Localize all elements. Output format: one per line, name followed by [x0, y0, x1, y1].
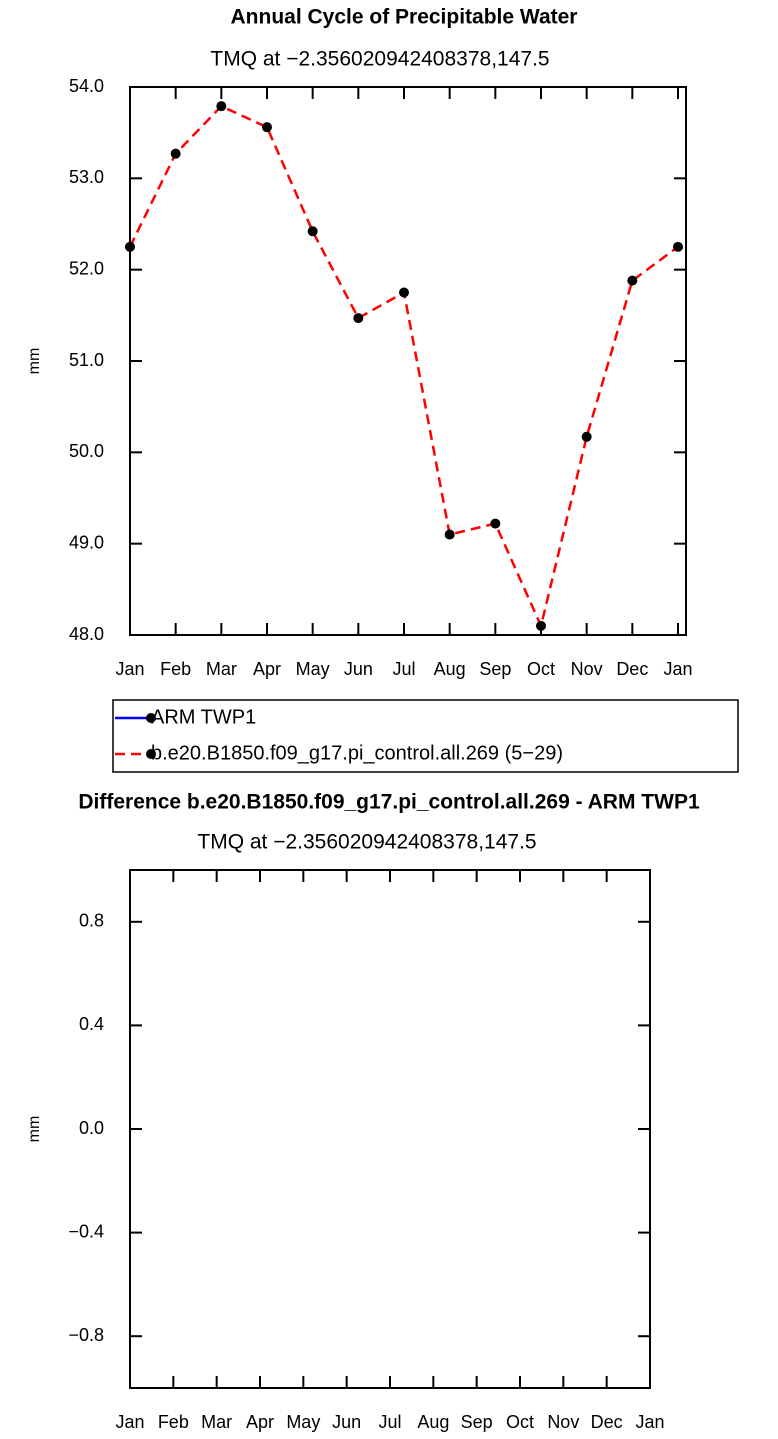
data-point: [444, 529, 455, 540]
x-tick-label: Dec: [591, 1412, 623, 1432]
y-tick-label: −0.4: [68, 1221, 104, 1241]
x-tick-label: Oct: [527, 659, 555, 679]
y-tick-label: 52.0: [69, 258, 104, 278]
data-point: [216, 101, 227, 112]
y-axis-label: mm: [26, 348, 43, 375]
x-tick-label: Jan: [115, 659, 144, 679]
x-tick-label: Jul: [378, 1412, 401, 1432]
x-tick-label: Apr: [246, 1412, 274, 1432]
x-tick-label: Sep: [461, 1412, 493, 1432]
chart-title: Difference b.e20.B1850.f09_g17.pi_contro…: [78, 791, 700, 814]
x-tick-label: Feb: [160, 659, 191, 679]
x-tick-label: Aug: [434, 659, 466, 679]
data-point: [262, 122, 272, 133]
data-point: [307, 226, 318, 237]
x-tick-label: Mar: [201, 1412, 232, 1432]
x-tick-label: Feb: [158, 1412, 189, 1432]
y-tick-label: 50.0: [69, 441, 104, 461]
data-point: [673, 241, 683, 252]
series-line: [128, 104, 679, 630]
legend-box: [112, 699, 739, 773]
data-point: [581, 431, 592, 442]
x-tick-label: Jan: [115, 1412, 144, 1432]
data-point: [170, 148, 181, 159]
legend-label: ARM TWP1: [151, 706, 256, 728]
chart-title: Annual Cycle of Precipitable Water: [231, 6, 578, 29]
x-tick-label: Jan: [663, 659, 692, 679]
y-tick-label: 51.0: [69, 350, 104, 370]
x-tick-label: Jun: [332, 1412, 361, 1432]
data-point: [125, 241, 135, 252]
chart-subtitle: TMQ at −2.356020942408378,147.5: [197, 831, 536, 854]
y-tick-label: −0.8: [68, 1325, 104, 1345]
plot-frame: [129, 869, 651, 1389]
data-point: [353, 313, 364, 324]
data-point: [399, 287, 409, 298]
x-tick-label: Jun: [344, 659, 373, 679]
x-tick-label: Aug: [417, 1412, 449, 1432]
data-point: [490, 518, 501, 529]
legend-marker: [146, 749, 156, 759]
chart-subtitle: TMQ at −2.356020942408378,147.5: [210, 48, 549, 71]
y-tick-label: 54.0: [69, 76, 104, 96]
x-tick-label: Dec: [616, 659, 648, 679]
legend-label: b.e20.B1850.f09_g17.pi_control.all.269 (…: [151, 742, 563, 764]
y-tick-label: 0.4: [79, 1014, 104, 1034]
data-point: [627, 275, 638, 286]
x-tick-label: Sep: [479, 659, 511, 679]
x-tick-label: Apr: [253, 659, 281, 679]
y-tick-label: 0.8: [79, 911, 104, 931]
x-tick-label: Nov: [571, 659, 603, 679]
legend-marker: [146, 713, 156, 723]
y-tick-label: 48.0: [69, 624, 104, 644]
x-tick-label: Nov: [547, 1412, 579, 1432]
x-tick-label: Jan: [635, 1412, 664, 1432]
x-tick-label: May: [286, 1412, 320, 1432]
x-tick-label: May: [296, 659, 330, 679]
x-tick-label: Oct: [506, 1412, 534, 1432]
data-point: [536, 620, 546, 631]
x-tick-label: Mar: [206, 659, 237, 679]
y-tick-label: 49.0: [69, 532, 104, 552]
y-tick-label: 0.0: [79, 1118, 104, 1138]
x-tick-label: Jul: [392, 659, 415, 679]
plot-frame: [129, 86, 687, 636]
y-tick-label: 53.0: [69, 167, 104, 187]
y-axis-label: mm: [26, 1116, 43, 1143]
